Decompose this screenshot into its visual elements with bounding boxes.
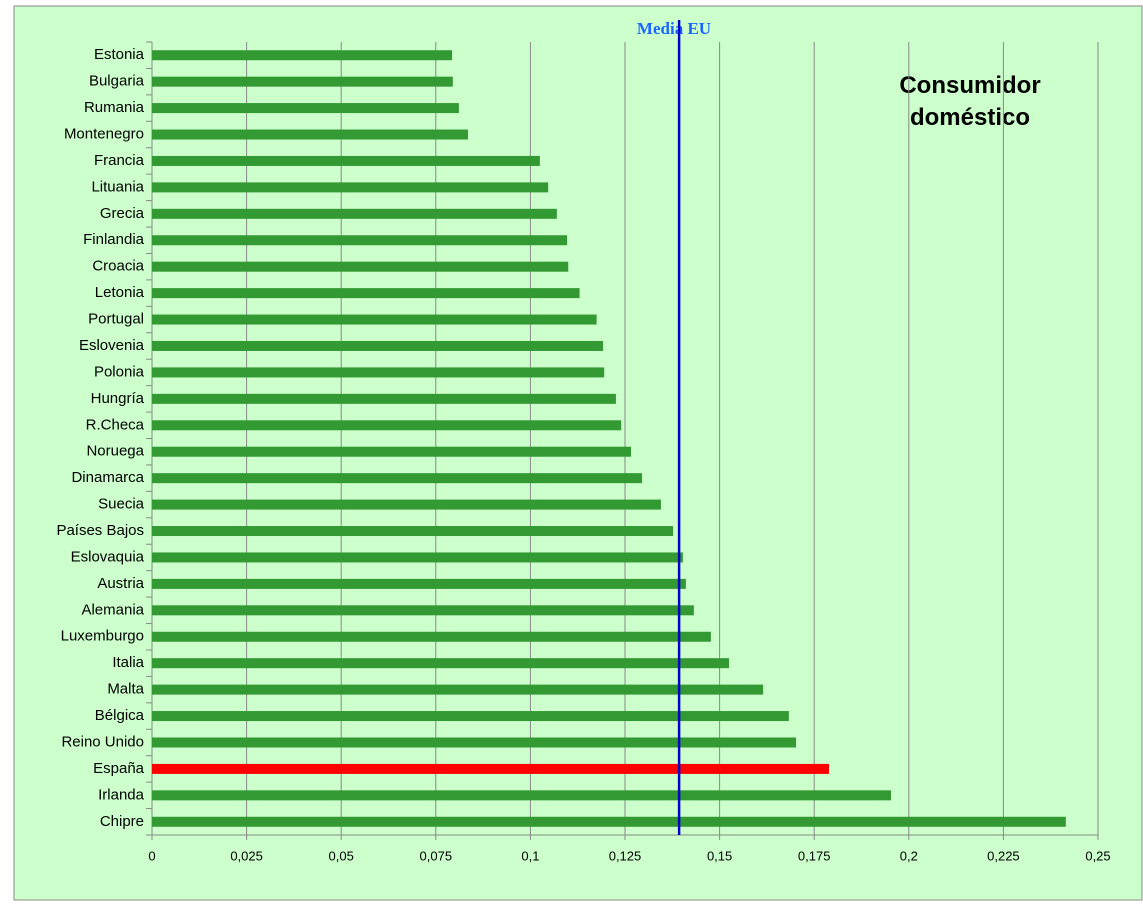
bar [152,420,622,431]
bar [152,763,829,774]
y-tick-label: Eslovenia [79,337,145,354]
bar [152,129,468,140]
y-tick-label: Montenegro [64,125,144,142]
bar [152,790,892,801]
bar [152,552,683,563]
bar [152,50,453,61]
y-tick-label: Suecia [98,496,145,513]
bar [152,605,694,616]
x-tick-label: 0,175 [798,848,831,863]
y-tick-label: Noruega [86,443,144,460]
y-tick-label: Italia [112,654,144,671]
bar [152,711,789,722]
x-tick-label: 0,025 [230,848,263,863]
y-tick-label: Países Bajos [56,522,144,539]
y-tick-label: España [93,760,145,777]
x-tick-label: 0,125 [609,848,642,863]
x-tick-label: 0,25 [1085,848,1110,863]
y-tick-label: Finlandia [83,231,145,248]
bar [152,208,557,219]
y-tick-label: Grecia [100,205,145,222]
y-tick-label: Bélgica [95,707,145,724]
bar [152,578,686,589]
y-tick-label: Letonia [95,284,145,301]
bar [152,737,797,748]
y-tick-label: Croacia [92,258,144,275]
bar [152,103,459,114]
y-tick-label: Chipre [100,813,144,830]
y-tick-label: Rumania [84,99,145,116]
x-tick-label: 0,1 [521,848,539,863]
y-tick-label: Luxemburgo [61,628,144,645]
x-tick-label: 0,225 [987,848,1020,863]
x-tick-label: 0,05 [329,848,354,863]
y-tick-label: Lituania [91,178,144,195]
bar [152,446,632,457]
annotation: Consumidor doméstico [899,72,1040,131]
y-tick-label: Irlanda [98,786,145,803]
y-tick-label: Austria [97,575,144,592]
bar [152,393,616,404]
y-tick-label: R.Checa [86,416,145,433]
reference-label: Media EU [637,19,711,38]
y-tick-label: Estonia [94,46,145,63]
bar [152,658,730,669]
bar [152,367,605,378]
y-tick-label: Reino Unido [61,733,144,750]
bar [152,182,549,193]
bar [152,684,764,695]
y-tick-label: Bulgaria [89,73,145,90]
bar [152,499,661,510]
x-tick-label: 0,075 [420,848,453,863]
y-tick-label: Malta [107,681,144,698]
bar [152,76,453,87]
bar [152,288,580,299]
y-tick-label: Dinamarca [71,469,144,486]
y-tick-label: Eslovaquia [71,548,145,565]
y-tick-label: Hungría [91,390,145,407]
y-tick-label: Francia [94,152,145,169]
bar [152,526,674,537]
y-tick-label: Alemania [81,601,144,618]
bar [152,235,568,246]
bar [152,340,604,351]
bar [152,631,711,642]
x-tick-label: 0 [148,848,155,863]
bar [152,261,569,272]
bar [152,155,540,166]
x-tick-label: 0,2 [900,848,918,863]
bar [152,314,597,325]
bar [152,473,643,484]
bar [152,816,1066,827]
x-tick-label: 0,15 [707,848,732,863]
y-tick-label: Polonia [94,363,145,380]
y-tick-label: Portugal [88,311,144,328]
